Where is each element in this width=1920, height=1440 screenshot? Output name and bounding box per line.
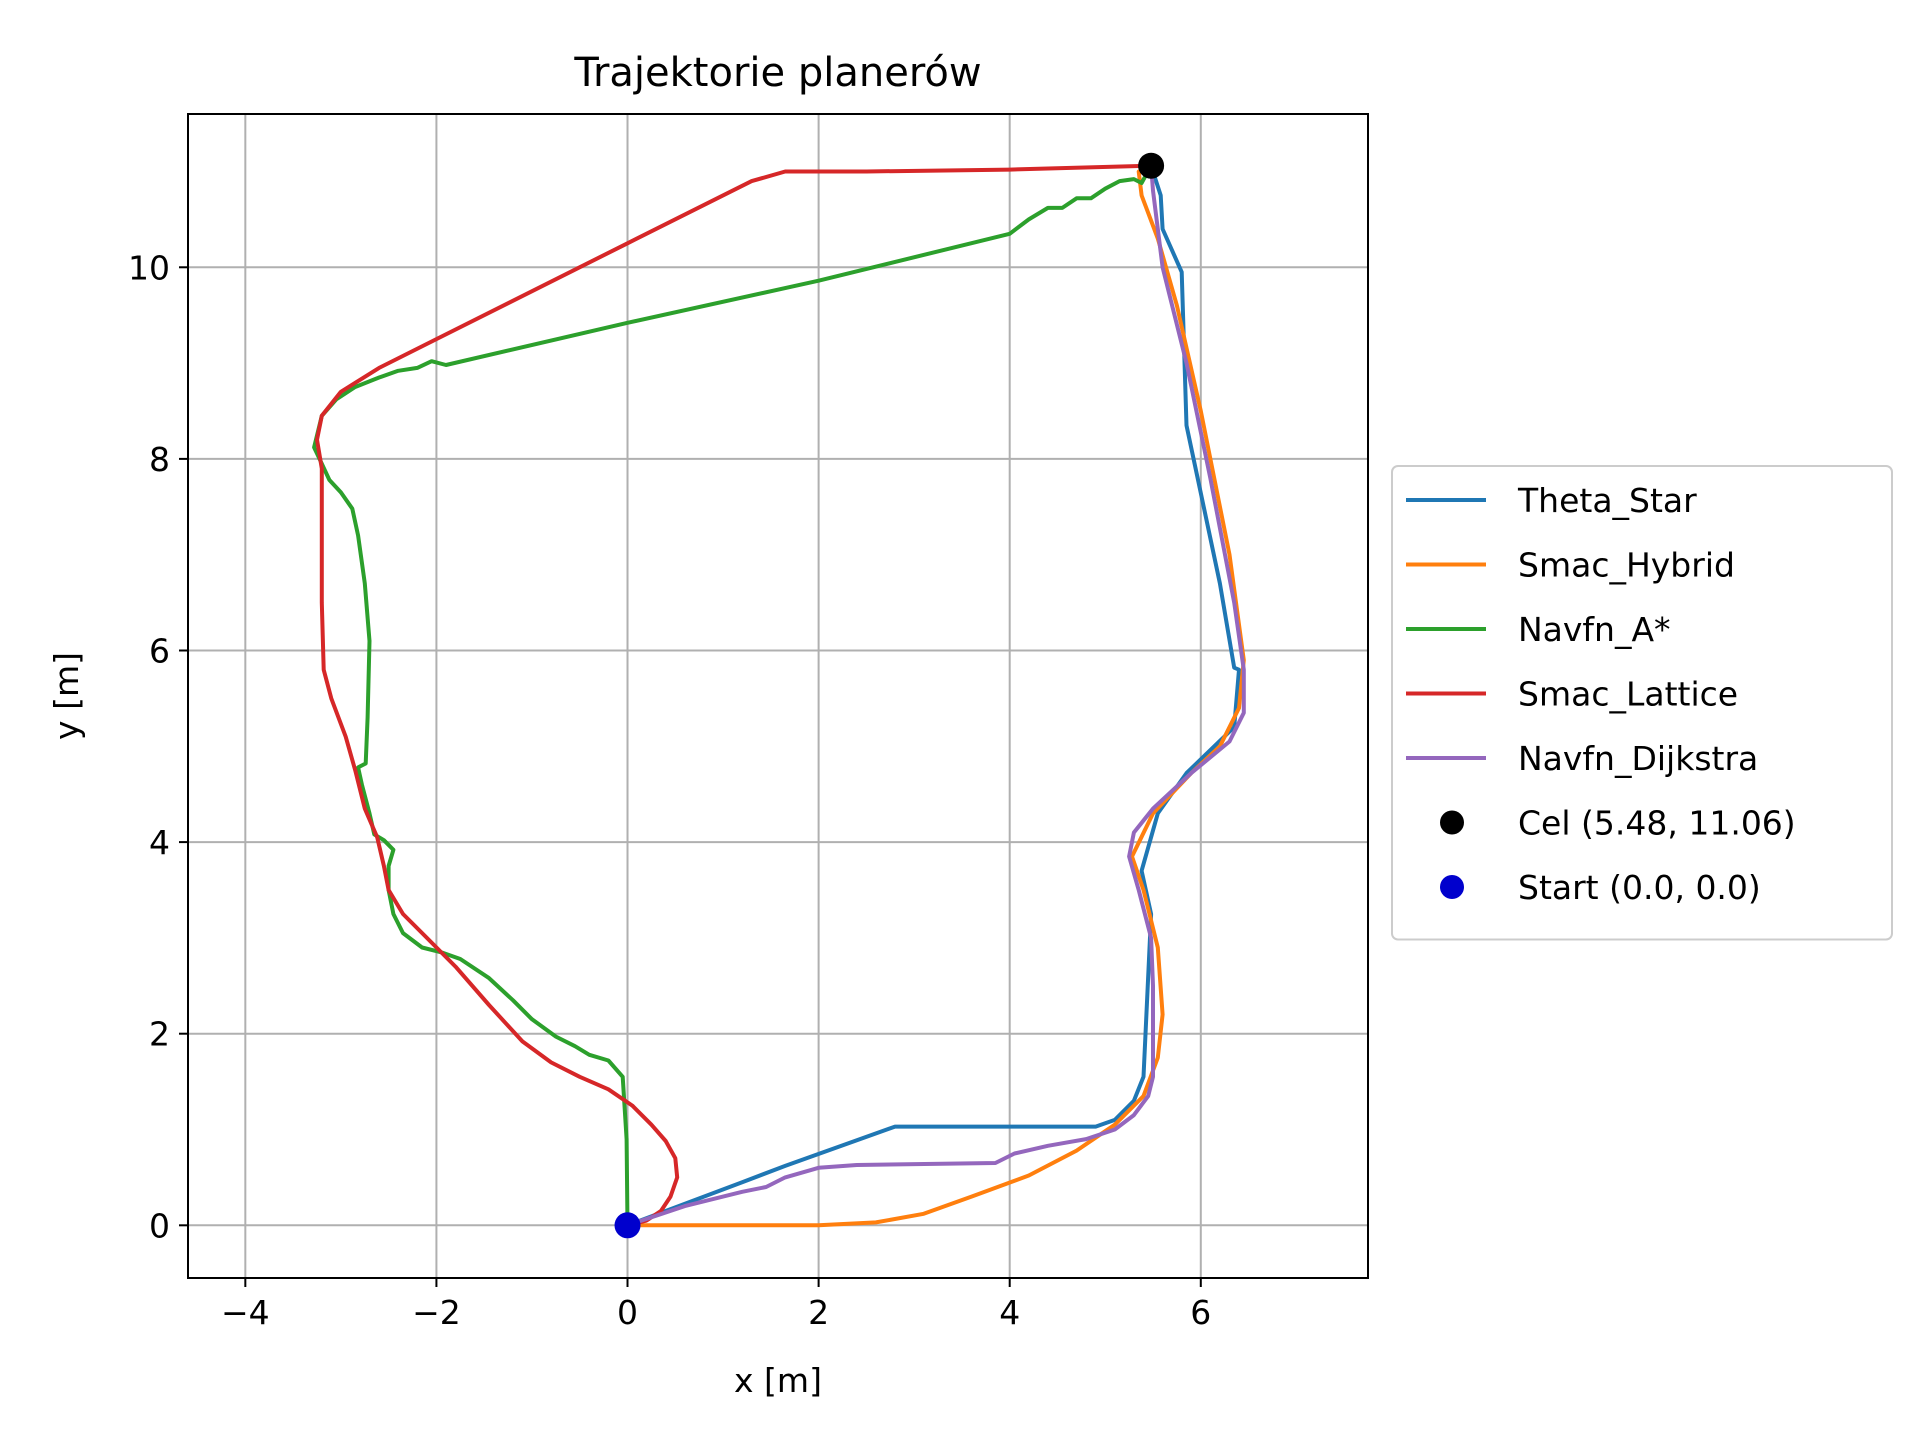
legend-label: Theta_Star — [1517, 481, 1697, 520]
legend-frame — [1391, 465, 1893, 941]
legend-marker — [1440, 875, 1464, 899]
y-tick-label: 0 — [149, 1206, 170, 1245]
plot-frame — [187, 113, 1369, 1279]
y-tick-label: 8 — [149, 440, 170, 479]
x-tick-label: 4 — [999, 1293, 1020, 1332]
x-tick-label: 0 — [617, 1293, 638, 1332]
axis-ticks: −4 −2 0 2 4 6 0 2 4 6 8 10 — [128, 248, 1211, 1332]
x-axis-label: x [m] — [734, 1361, 822, 1400]
x-tick-label: −2 — [412, 1293, 461, 1332]
legend-label: Smac_Lattice — [1518, 675, 1738, 714]
x-tick-label: 6 — [1190, 1293, 1211, 1332]
series-line-smac-hybrid — [625, 163, 1246, 1228]
y-tick-label: 10 — [128, 248, 170, 287]
marker-point — [1138, 152, 1165, 179]
legend-marker — [1440, 810, 1464, 835]
legend-label: Smac_Hybrid — [1518, 546, 1735, 585]
legend-label: Start (0.0, 0.0) — [1518, 868, 1761, 907]
series-line-theta-star — [625, 163, 1241, 1228]
marker-point — [614, 1212, 641, 1239]
legend: Theta_Star Smac_Hybrid Navfn_A* Smac_Lattic… — [1391, 465, 1893, 941]
series-line-navfn-a- — [312, 163, 1154, 1228]
legend-label: Cel (5.48, 11.06) — [1518, 804, 1796, 843]
y-axis-label: y [m] — [47, 652, 86, 740]
legend-label: Navfn_A* — [1518, 610, 1671, 649]
x-tick-label: 2 — [808, 1293, 829, 1332]
legend-label: Navfn_Dijkstra — [1518, 739, 1758, 778]
plot-lines — [312, 152, 1246, 1239]
chart-title: Trajektorie planerów — [573, 50, 981, 96]
y-tick-label: 6 — [149, 631, 170, 670]
x-tick-label: −4 — [221, 1293, 270, 1332]
series-line-smac-lattice — [315, 163, 1154, 1228]
y-tick-label: 4 — [149, 823, 170, 862]
y-tick-label: 2 — [149, 1015, 170, 1054]
series-line-navfn-dijkstra — [625, 163, 1246, 1228]
